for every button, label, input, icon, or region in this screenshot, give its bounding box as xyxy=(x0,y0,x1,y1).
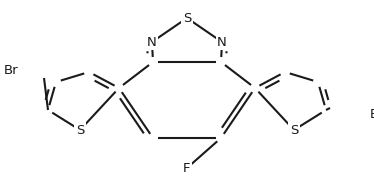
Text: Br: Br xyxy=(3,64,18,77)
Text: Br: Br xyxy=(370,108,374,121)
Text: S: S xyxy=(183,12,191,24)
Text: N: N xyxy=(217,35,227,49)
Text: N: N xyxy=(147,35,157,49)
Text: S: S xyxy=(76,123,84,136)
Text: S: S xyxy=(290,123,298,136)
Text: F: F xyxy=(183,161,191,174)
